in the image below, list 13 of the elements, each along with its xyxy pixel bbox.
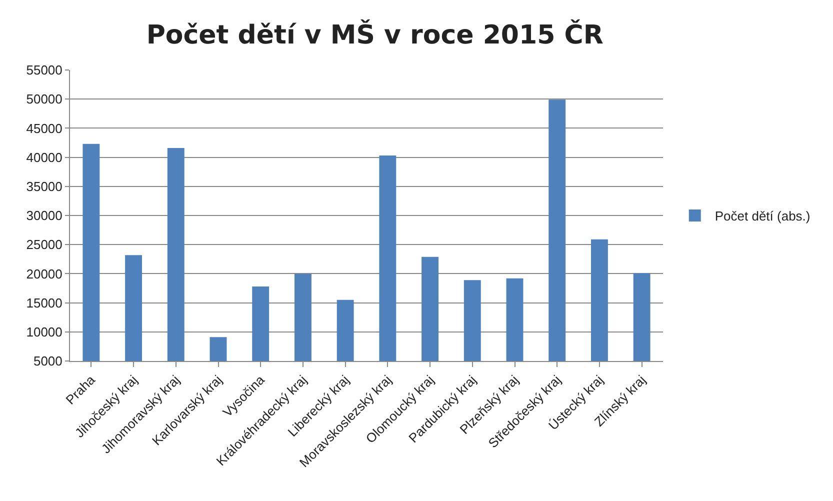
- y-tick-label: 40000: [26, 150, 62, 165]
- y-tick-label: 20000: [26, 266, 62, 282]
- chart-title: Počet dětí v MŠ v roce 2015 ČR: [146, 18, 604, 50]
- y-tick-label: 15000: [26, 295, 62, 310]
- y-tick-label: 25000: [26, 237, 62, 252]
- y-tick-label: 50000: [26, 92, 62, 107]
- y-tick-label: 30000: [26, 208, 62, 224]
- y-tick-label: 55000: [26, 62, 62, 78]
- y-tick-label: 35000: [26, 178, 62, 194]
- y-tick-label: 10000: [26, 324, 62, 340]
- y-tick-label: 5000: [33, 354, 62, 369]
- legend-label: Počet dětí (abs.): [714, 208, 810, 224]
- y-tick-label: 45000: [26, 120, 62, 136]
